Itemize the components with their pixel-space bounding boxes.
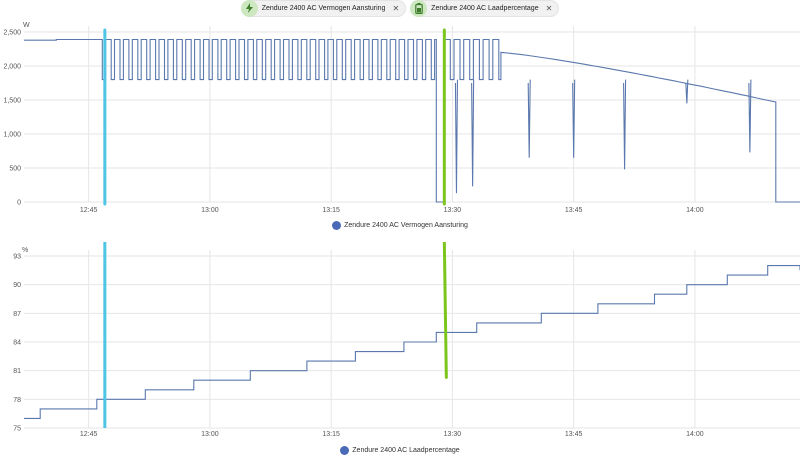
power-dip-mark	[685, 79, 689, 104]
battery-grid	[24, 250, 800, 429]
entity-chip-power[interactable]: Zendure 2400 AC Vermogen Aansturing ✕	[240, 0, 407, 17]
power-legend-label: Zendure 2400 AC Vermogen Aansturing	[344, 222, 468, 229]
x-tick-label: 13:30	[444, 207, 462, 214]
battery-series-line	[24, 265, 800, 419]
battery-icon	[410, 0, 428, 17]
battery-markers	[103, 242, 448, 428]
y-tick-label: 84	[13, 340, 21, 347]
battery-chart: % 75 78 81 84 87 90 93 12:45 13:00 13:15 13:30 13:…	[13, 242, 800, 438]
legend-dot	[332, 221, 342, 230]
y-tick-label: 2,000	[3, 64, 21, 71]
power-dip-mark	[454, 79, 459, 194]
y-tick-label: 1,500	[3, 98, 21, 105]
close-icon[interactable]: ✕	[392, 4, 400, 13]
power-dip-mark	[623, 79, 627, 170]
y-tick-label: 81	[13, 368, 21, 375]
power-dips	[454, 79, 752, 194]
entity-chip-label: Zendure 2400 AC Vermogen Aansturing	[261, 5, 386, 12]
x-tick-label: 13:00	[201, 431, 219, 438]
entity-chip-label: Zendure 2400 AC Laadpercentage	[431, 5, 539, 12]
battery-legend-label: Zendure 2400 AC Laadpercentage	[352, 447, 460, 454]
power-markers	[103, 28, 446, 206]
green-marker-line	[442, 242, 448, 379]
y-tick-label: 500	[9, 166, 21, 173]
power-grid	[24, 26, 800, 203]
lightning-bolt-icon	[240, 0, 258, 17]
battery-unit-label: %	[22, 247, 28, 254]
power-y-axis: 0 500 1,000 1,500 2,000 2,500	[3, 30, 21, 207]
battery-legend[interactable]: Zendure 2400 AC Laadpercentage	[0, 446, 800, 455]
power-dip-mark	[572, 79, 576, 158]
entity-chip-battery[interactable]: Zendure 2400 AC Laadpercentage ✕	[410, 0, 560, 17]
x-tick-label: 13:15	[322, 431, 340, 438]
power-dip-mark	[471, 79, 475, 187]
power-dip-mark	[748, 79, 752, 153]
y-tick-label: 2,500	[3, 30, 21, 37]
legend-dot	[340, 446, 350, 455]
x-tick-label: 13:15	[322, 207, 340, 214]
x-tick-label: 14:00	[686, 207, 704, 214]
y-tick-label: 90	[13, 282, 21, 289]
y-tick-label: 75	[13, 426, 21, 433]
x-tick-label: 14:00	[686, 431, 704, 438]
close-icon[interactable]: ✕	[545, 4, 553, 13]
x-tick-label: 13:45	[565, 207, 583, 214]
x-tick-label: 12:45	[80, 207, 98, 214]
y-tick-label: 93	[13, 254, 21, 261]
power-unit-label: W	[23, 22, 30, 29]
battery-y-axis: 75 78 81 84 87 90 93	[13, 254, 21, 433]
x-tick-label: 13:45	[565, 431, 583, 438]
x-tick-label: 13:30	[444, 431, 462, 438]
power-legend[interactable]: Zendure 2400 AC Vermogen Aansturing	[0, 221, 800, 230]
power-x-axis: 12:45 13:00 13:15 13:30 13:45 14:00	[80, 207, 704, 214]
power-dip-mark	[527, 79, 531, 158]
battery-x-axis: 12:45 13:00 13:15 13:30 13:45 14:00	[80, 431, 704, 438]
power-series-line	[24, 38, 800, 203]
power-chart: W 0 500 1,000 1,500 2,000 2,500 12:45 13:00 13:…	[3, 22, 800, 214]
y-tick-label: 0	[17, 200, 21, 207]
x-tick-label: 13:00	[201, 207, 219, 214]
x-tick-label: 12:45	[80, 431, 98, 438]
entity-chip-bar: Zendure 2400 AC Vermogen Aansturing ✕ Ze…	[0, 0, 800, 18]
y-tick-label: 1,000	[3, 132, 21, 139]
y-tick-label: 78	[13, 397, 21, 404]
y-tick-label: 87	[13, 311, 21, 318]
